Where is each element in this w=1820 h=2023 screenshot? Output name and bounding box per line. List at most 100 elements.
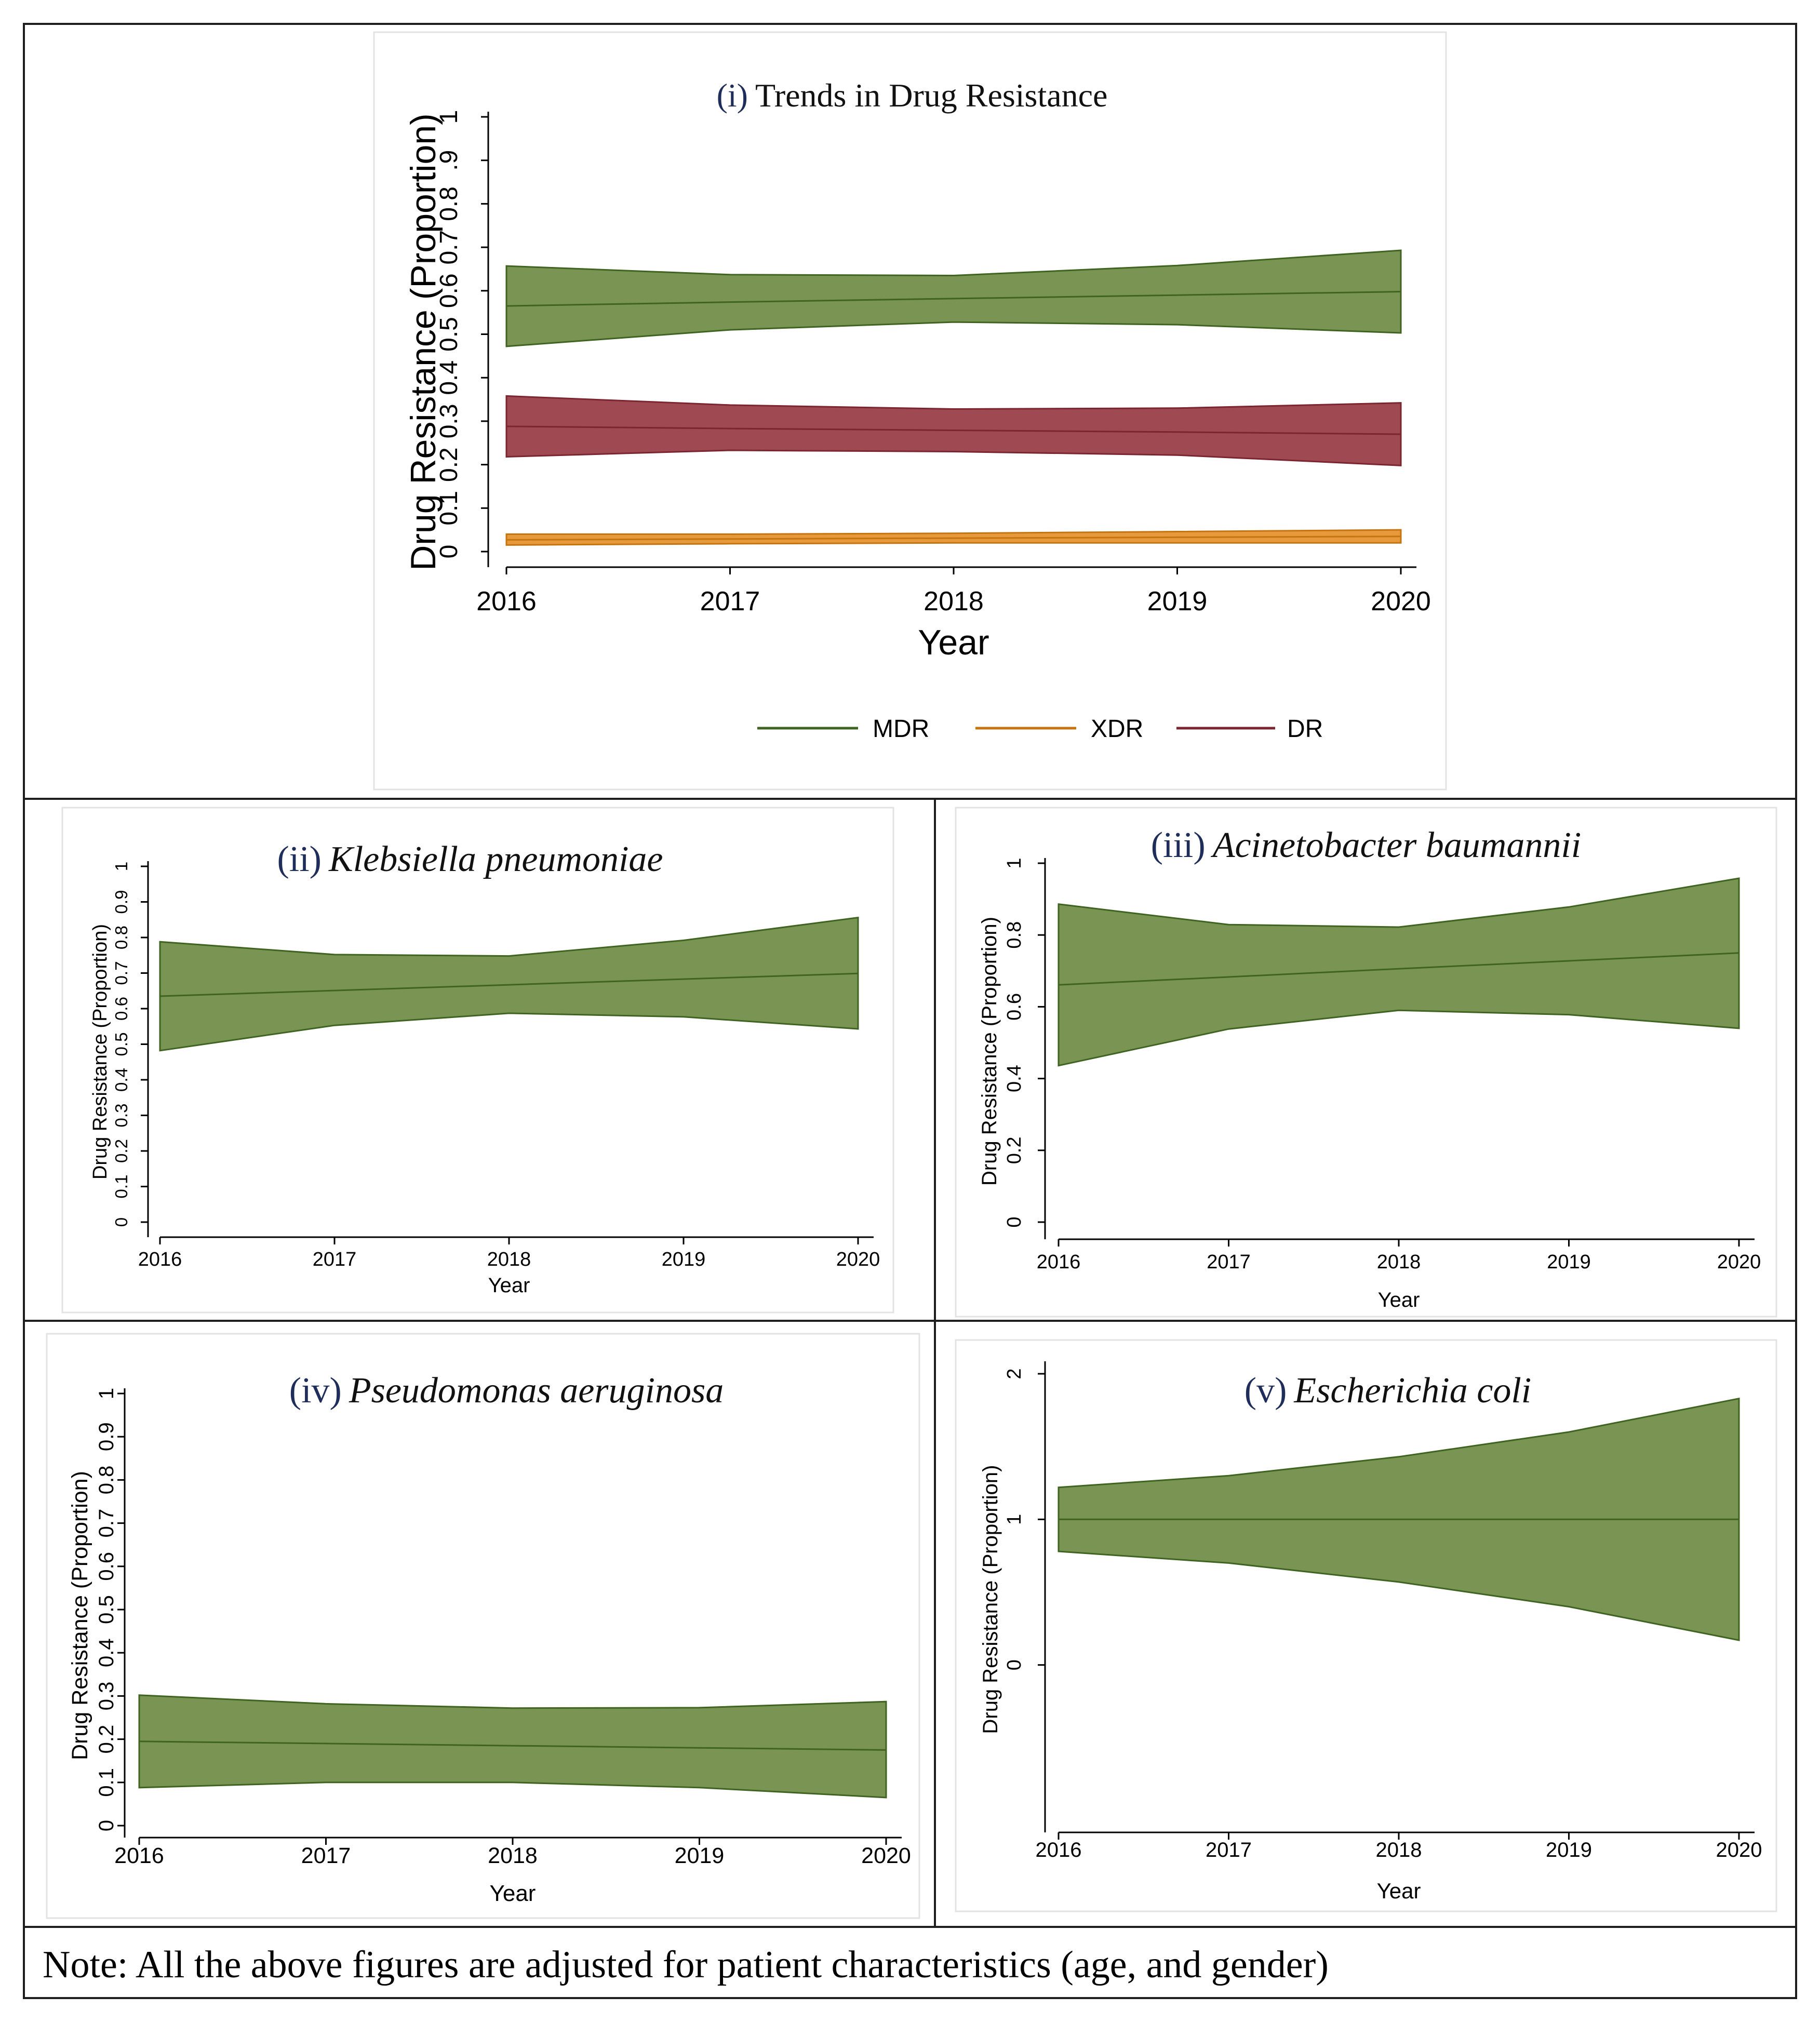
y-tick-label: 1 [95, 1388, 118, 1399]
chart-title-number: (iii) [1151, 825, 1206, 865]
panel-iii-background [955, 807, 1777, 1318]
chart-title: (i) Trends in Drug Resistance [717, 77, 1108, 114]
x-axis-title: Year [1377, 1879, 1421, 1903]
y-tick-label: 0 [435, 545, 463, 559]
x-axis-title: Year [1378, 1289, 1420, 1311]
y-axis-title: Drug Resistance (Proportion) [89, 924, 111, 1180]
y-tick-label: 1 [435, 110, 463, 124]
legend-label-xdr: XDR [1091, 715, 1143, 743]
panel-iv-background [46, 1333, 920, 1919]
x-tick-label: 2016 [1037, 1251, 1081, 1273]
x-tick-label: 2020 [1717, 1251, 1761, 1273]
chart-panel-i: 2016 2017 2018 2019 2020 0 0.1 0.2 0.3 0.4 0.5 0.6 0… [404, 77, 1431, 743]
chart-title-number: (v) [1244, 1371, 1287, 1411]
y-tick-label: 0.5 [95, 1595, 118, 1624]
x-tick-label: 2019 [1546, 1839, 1592, 1861]
y-tick-label: 0.4 [435, 360, 463, 395]
x-axis-title: Year [918, 623, 989, 662]
y-tick-label: 0 [95, 1820, 118, 1831]
chart-panel-iii: 2016 2017 2018 2019 2020 0 0.2 0.4 0.6 0.8 1 Year Dr… [978, 825, 1761, 1311]
chart-title-text: Pseudomonas aeruginosa [349, 1371, 724, 1411]
y-tick-label: 0.2 [435, 447, 463, 482]
mean-line-mdr [139, 1740, 887, 1751]
chart-title-number: (iv) [289, 1371, 342, 1411]
y-tick-label: 0.8 [1003, 921, 1025, 949]
y-tick-label: 0.4 [95, 1638, 118, 1667]
y-axis-title: Drug Resistance (Proportion) [404, 113, 443, 571]
y-tick-label: 0.7 [112, 961, 131, 985]
legend-label-dr: DR [1287, 715, 1323, 743]
x-axis-title: Year [490, 1881, 536, 1906]
x-tick-label: 2016 [138, 1249, 182, 1270]
y-tick-label: 2 [1003, 1368, 1025, 1379]
x-tick-label: 2016 [476, 586, 537, 617]
y-tick-label: 0.3 [95, 1682, 118, 1711]
y-tick-label: 0.7 [435, 230, 463, 265]
y-tick-label: 0.1 [95, 1768, 118, 1797]
chart-title: (ii) Klebsiella pneumoniae [277, 839, 663, 879]
y-tick-label: 0.6 [1003, 993, 1025, 1021]
y-tick-label: 0.1 [435, 491, 463, 526]
y-tick-label: 0.4 [112, 1068, 131, 1092]
chart-title-text: Acinetobacter baumannii [1211, 825, 1582, 865]
y-tick-label: 1 [1003, 1514, 1025, 1525]
x-tick-label: 2020 [861, 1843, 911, 1868]
chart-title-text: Escherichia coli [1293, 1371, 1531, 1411]
y-tick-label: 0.7 [95, 1509, 118, 1538]
chart-panel-ii: 2016 2017 2018 2019 2020 0 0.1 0.2 0.3 0.4 0.5 0.6 0… [89, 839, 880, 1297]
mean-line-mdr [506, 291, 1401, 307]
figure-frame [23, 23, 1797, 1999]
x-tick-label: 2020 [1371, 586, 1431, 617]
x-tick-label: 2019 [1147, 586, 1208, 617]
y-tick-label: 0.1 [112, 1175, 131, 1199]
x-tick-label: 2020 [1716, 1839, 1762, 1861]
y-tick-label: 0.2 [1003, 1136, 1025, 1164]
chart-title-text: Trends in Drug Resistance [755, 77, 1107, 114]
y-tick-label: 0.6 [95, 1552, 118, 1581]
chart-panel-v: 2016 2017 2018 2019 2020 0 1 2 Year Drug Resistan… [979, 1361, 1762, 1903]
x-tick-label: 2019 [675, 1843, 725, 1868]
y-tick-label: 0.3 [435, 404, 463, 439]
y-axis-title: Drug Resistance (Proportion) [978, 917, 1001, 1186]
y-axis-title: Drug Resistance (Proportion) [979, 1465, 1002, 1734]
y-tick-label: 0.6 [435, 273, 463, 308]
chart-panel-iv: 2016 2017 2018 2019 2020 0 0.1 0.2 0.3 0.4 0.5 0.6 0… [68, 1371, 911, 1906]
y-tick-label: 0.8 [435, 186, 463, 221]
x-tick-label: 2018 [1377, 1251, 1421, 1273]
y-tick-label: 0.2 [95, 1725, 118, 1754]
x-tick-label: 2016 [114, 1843, 164, 1868]
ci-band-mdr [1058, 877, 1740, 1067]
x-tick-label: 2019 [662, 1249, 706, 1270]
y-tick-label: 0.8 [112, 926, 131, 949]
x-tick-label: 2019 [1547, 1251, 1591, 1273]
legend-label-mdr: MDR [873, 715, 929, 743]
y-tick-label: 0.2 [112, 1139, 131, 1163]
x-tick-label: 2017 [1207, 1251, 1251, 1273]
mean-line-mdr [159, 972, 859, 997]
y-tick-label: 0 [1003, 1659, 1025, 1670]
x-tick-label: 2017 [313, 1249, 357, 1270]
x-axis-title: Year [488, 1274, 530, 1297]
y-tick-label: 0.8 [95, 1466, 118, 1495]
chart-title: (iii) Acinetobacter baumannii [1151, 825, 1582, 865]
y-tick-label: 0.9 [95, 1422, 118, 1451]
y-tick-label: 0 [112, 1217, 131, 1227]
y-tick-label: 1 [1003, 858, 1025, 868]
chart-title: (v) Escherichia coli [1244, 1371, 1531, 1411]
y-tick-label: 0.4 [1003, 1065, 1025, 1092]
mean-line-xdr [506, 535, 1401, 541]
x-tick-label: 2020 [836, 1249, 880, 1270]
x-tick-label: 2018 [924, 586, 984, 617]
y-tick-label: 1 [112, 862, 131, 871]
x-tick-label: 2018 [488, 1843, 538, 1868]
y-tick-label: 0.9 [112, 890, 131, 914]
mean-line-dr [506, 425, 1401, 435]
x-tick-label: 2016 [1036, 1839, 1082, 1861]
x-tick-label: 2018 [1376, 1839, 1422, 1861]
chart-title-number: (ii) [277, 839, 322, 879]
mean-line-mdr [1058, 952, 1739, 986]
y-tick-label: .9 [435, 150, 463, 171]
x-tick-label: 2018 [487, 1249, 531, 1270]
y-tick-label: 0.6 [112, 997, 131, 1021]
